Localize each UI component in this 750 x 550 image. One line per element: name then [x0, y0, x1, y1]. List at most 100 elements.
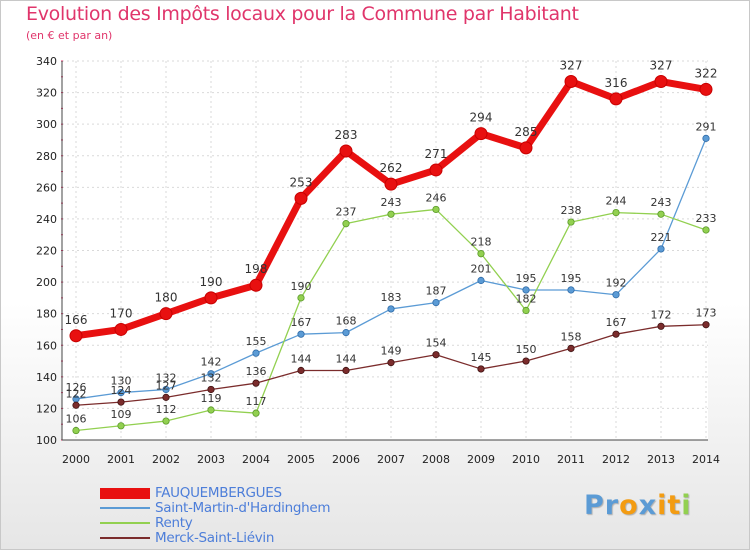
data-point-2	[162, 417, 170, 425]
data-label-3: 172	[651, 308, 672, 321]
data-point-3	[477, 365, 485, 373]
data-point-2	[117, 422, 125, 430]
data-point-3	[342, 366, 350, 375]
data-label-0: 316	[605, 76, 628, 90]
data-point-1	[432, 299, 440, 307]
legend-swatch	[100, 487, 150, 499]
legend-label: Merck-Saint-Liévin	[155, 530, 275, 546]
logo-letter: t	[667, 490, 682, 521]
y-tick-label: 160	[36, 339, 57, 352]
data-label-0: 327	[650, 59, 673, 73]
data-point-2	[432, 205, 440, 214]
data-label-0: 190	[200, 275, 223, 289]
data-label-1: 192	[606, 277, 627, 290]
data-point-0	[159, 307, 173, 321]
proxiti-logo: Proxiti	[584, 490, 692, 521]
data-label-3: 167	[606, 316, 627, 329]
y-tick-label: 280	[36, 150, 57, 163]
data-point-2	[567, 218, 575, 226]
y-tick-label: 300	[36, 118, 57, 131]
data-label-0: 285	[515, 125, 538, 139]
data-point-1	[657, 245, 665, 253]
data-point-0	[114, 322, 128, 336]
data-point-0	[204, 291, 218, 305]
data-label-1: 126	[66, 381, 87, 394]
data-label-1: 201	[471, 263, 492, 276]
data-label-2: 237	[336, 206, 357, 219]
legend-swatch	[100, 507, 150, 509]
x-tick-label: 2002	[152, 453, 180, 466]
data-point-0	[564, 75, 578, 89]
data-point-3	[432, 351, 440, 359]
data-point-2	[612, 209, 620, 217]
x-tick-label: 2009	[467, 453, 495, 466]
data-point-1	[117, 389, 125, 397]
data-point-0	[429, 163, 443, 177]
data-point-0	[474, 127, 488, 141]
y-tick-label: 260	[36, 181, 57, 194]
y-tick-label: 140	[36, 371, 57, 384]
data-point-3	[297, 366, 305, 375]
data-point-3	[162, 393, 170, 401]
y-tick-label: 100	[36, 434, 57, 447]
data-label-2: 190	[291, 280, 312, 293]
x-tick-label: 2001	[107, 453, 135, 466]
data-point-3	[117, 398, 125, 406]
data-label-0: 170	[110, 306, 133, 320]
data-label-1: 183	[381, 291, 402, 304]
data-label-3: 173	[696, 307, 717, 320]
x-tick-label: 2013	[647, 453, 675, 466]
data-point-1	[342, 329, 350, 337]
data-point-1	[387, 305, 395, 313]
data-label-3: 145	[471, 351, 492, 364]
data-label-1: 168	[336, 315, 357, 328]
data-label-2: 182	[516, 293, 537, 306]
data-point-3	[252, 379, 260, 387]
data-point-1	[477, 276, 485, 285]
data-point-0	[69, 329, 83, 343]
data-point-3	[207, 385, 215, 394]
legend-label: Renty	[155, 515, 193, 531]
data-label-2: 119	[201, 392, 222, 405]
data-point-3	[657, 322, 665, 330]
data-point-1	[702, 134, 710, 142]
data-label-1: 167	[291, 316, 312, 329]
data-point-1	[297, 330, 305, 338]
data-label-2: 246	[426, 191, 447, 204]
chart-subtitle: (en € et par an)	[26, 29, 113, 42]
x-tick-label: 2010	[512, 453, 540, 466]
logo-letter: i	[681, 490, 692, 521]
chart-title: Evolution des Impôts locaux pour la Comm…	[26, 3, 579, 25]
legend-label: FAUQUEMBERGUES	[155, 485, 282, 501]
data-label-0: 180	[155, 291, 178, 305]
data-label-1: 195	[516, 272, 537, 285]
data-label-1: 195	[561, 272, 582, 285]
legend-swatch	[100, 537, 150, 539]
x-tick-label: 2014	[692, 453, 720, 466]
data-label-3: 144	[291, 353, 312, 366]
data-label-3: 150	[516, 343, 537, 356]
data-point-1	[567, 286, 575, 294]
data-point-0	[384, 177, 398, 191]
data-label-1: 132	[156, 371, 177, 384]
data-point-1	[612, 291, 620, 299]
data-point-3	[387, 359, 395, 367]
data-point-0	[699, 82, 713, 96]
data-point-1	[207, 370, 215, 378]
data-label-1: 155	[246, 335, 267, 348]
data-point-1	[522, 286, 530, 294]
data-point-2	[702, 226, 710, 234]
data-point-1	[252, 349, 260, 357]
data-label-1: 130	[111, 375, 132, 388]
data-label-2: 109	[111, 408, 132, 421]
data-point-0	[609, 92, 623, 106]
data-point-2	[477, 250, 485, 258]
x-tick-label: 2004	[242, 453, 270, 466]
x-tick-label: 2007	[377, 453, 405, 466]
data-point-2	[297, 294, 305, 302]
data-point-2	[252, 409, 260, 417]
data-label-0: 327	[560, 59, 583, 73]
y-tick-label: 180	[36, 308, 57, 321]
data-point-2	[207, 406, 215, 414]
